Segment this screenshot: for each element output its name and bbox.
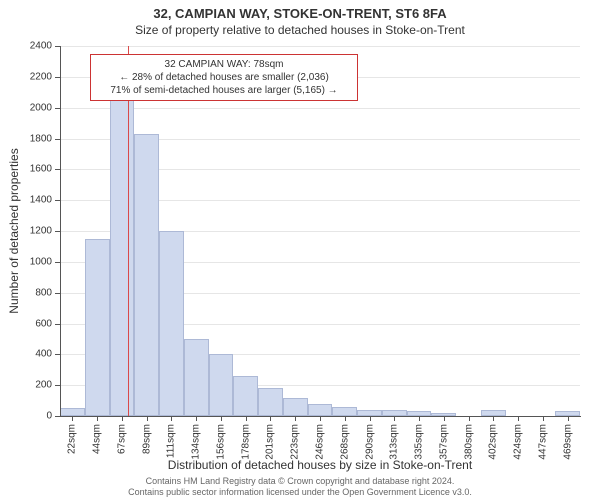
x-tick bbox=[469, 416, 470, 421]
y-tick-label: 2400 bbox=[12, 41, 52, 52]
x-tick bbox=[493, 416, 494, 421]
x-tick-label: 156sqm bbox=[215, 424, 226, 460]
x-tick bbox=[122, 416, 123, 421]
x-tick-label: 89sqm bbox=[141, 424, 152, 454]
reference-line-inner bbox=[128, 46, 129, 416]
reference-line bbox=[60, 46, 580, 416]
x-tick bbox=[147, 416, 148, 421]
x-tick bbox=[72, 416, 73, 421]
x-tick-label: 268sqm bbox=[339, 424, 350, 460]
x-tick-label: 447sqm bbox=[537, 424, 548, 460]
chart-subtitle: Size of property relative to detached ho… bbox=[0, 21, 600, 41]
y-tick-label: 2000 bbox=[12, 102, 52, 113]
x-tick-label: 201sqm bbox=[265, 424, 276, 460]
x-tick bbox=[270, 416, 271, 421]
x-tick-label: 246sqm bbox=[315, 424, 326, 460]
x-tick-label: 223sqm bbox=[290, 424, 301, 460]
x-tick-label: 178sqm bbox=[240, 424, 251, 460]
x-tick bbox=[419, 416, 420, 421]
annotation-line-2: ← 28% of detached houses are smaller (2,… bbox=[97, 71, 351, 84]
x-tick-label: 424sqm bbox=[513, 424, 524, 460]
x-tick bbox=[394, 416, 395, 421]
x-tick bbox=[345, 416, 346, 421]
y-tick-label: 2200 bbox=[12, 71, 52, 82]
chart-container: { "title": "32, CAMPIAN WAY, STOKE-ON-TR… bbox=[0, 0, 600, 500]
y-tick-label: 0 bbox=[12, 411, 52, 422]
x-axis-label: Distribution of detached houses by size … bbox=[60, 458, 580, 472]
y-tick-label: 1800 bbox=[12, 133, 52, 144]
x-tick-label: 44sqm bbox=[92, 424, 103, 454]
footer-line-2: Contains public sector information licen… bbox=[0, 487, 600, 498]
x-tick-label: 134sqm bbox=[191, 424, 202, 460]
x-tick-label: 469sqm bbox=[562, 424, 573, 460]
x-tick-label: 335sqm bbox=[414, 424, 425, 460]
x-tick-label: 402sqm bbox=[488, 424, 499, 460]
y-tick-label: 1000 bbox=[12, 256, 52, 267]
y-tick-label: 200 bbox=[12, 380, 52, 391]
x-tick bbox=[196, 416, 197, 421]
y-tick-label: 1600 bbox=[12, 164, 52, 175]
x-tick-label: 22sqm bbox=[67, 424, 78, 454]
y-tick-label: 600 bbox=[12, 318, 52, 329]
annotation-line-1: 32 CAMPIAN WAY: 78sqm bbox=[97, 58, 351, 71]
x-tick bbox=[320, 416, 321, 421]
x-tick-label: 380sqm bbox=[463, 424, 474, 460]
x-tick bbox=[370, 416, 371, 421]
y-tick bbox=[55, 416, 60, 417]
chart-title: 32, CAMPIAN WAY, STOKE-ON-TRENT, ST6 8FA bbox=[0, 0, 600, 21]
x-tick bbox=[221, 416, 222, 421]
plot-area: 22sqm44sqm67sqm89sqm111sqm134sqm156sqm17… bbox=[60, 46, 580, 416]
x-tick-label: 357sqm bbox=[438, 424, 449, 460]
x-tick bbox=[444, 416, 445, 421]
x-tick-label: 313sqm bbox=[389, 424, 400, 460]
x-tick bbox=[97, 416, 98, 421]
x-tick bbox=[543, 416, 544, 421]
footer: Contains HM Land Registry data © Crown c… bbox=[0, 476, 600, 498]
x-tick bbox=[518, 416, 519, 421]
x-tick bbox=[246, 416, 247, 421]
y-tick-label: 1400 bbox=[12, 195, 52, 206]
annotation-line-3: 71% of semi-detached houses are larger (… bbox=[97, 84, 351, 97]
x-tick-label: 67sqm bbox=[116, 424, 127, 454]
y-tick-label: 1200 bbox=[12, 226, 52, 237]
footer-line-1: Contains HM Land Registry data © Crown c… bbox=[0, 476, 600, 487]
y-tick-label: 400 bbox=[12, 349, 52, 360]
y-axis-tick-labels: 0200400600800100012001400160018002000220… bbox=[0, 46, 56, 416]
x-tick-label: 290sqm bbox=[364, 424, 375, 460]
x-tick bbox=[295, 416, 296, 421]
y-tick-label: 800 bbox=[12, 287, 52, 298]
x-tick bbox=[568, 416, 569, 421]
annotation-box: 32 CAMPIAN WAY: 78sqm ← 28% of detached … bbox=[90, 54, 358, 101]
x-tick-label: 111sqm bbox=[166, 424, 177, 458]
x-tick bbox=[171, 416, 172, 421]
